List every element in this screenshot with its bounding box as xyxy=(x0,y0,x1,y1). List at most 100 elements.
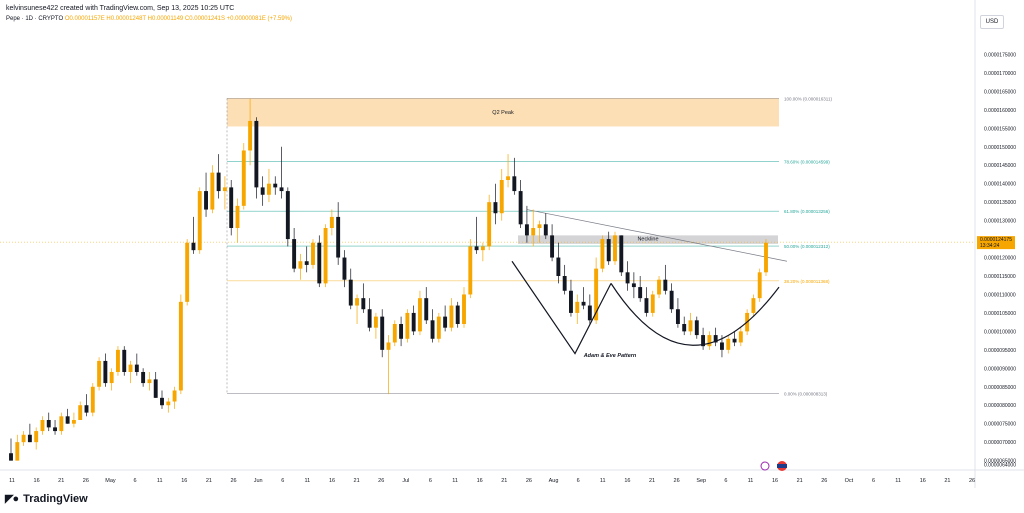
candle-body xyxy=(468,246,473,295)
candle xyxy=(134,353,139,376)
candle xyxy=(178,294,183,395)
candle-body xyxy=(518,191,523,225)
x-tick-label: 26 xyxy=(674,478,680,484)
x-tick-label: 21 xyxy=(649,478,655,484)
candle xyxy=(235,198,240,243)
fib-label: 0.00% (0.000008313) xyxy=(784,392,828,397)
candle-body xyxy=(248,120,253,151)
candle-body xyxy=(78,405,83,420)
candle-body xyxy=(455,305,460,324)
candle xyxy=(9,438,13,461)
x-tick-label: 6 xyxy=(724,478,727,484)
candle-body xyxy=(342,257,347,280)
candle-body xyxy=(424,298,429,321)
x-tick-label: 21 xyxy=(354,478,360,484)
candle xyxy=(348,268,353,310)
candle-body xyxy=(764,242,768,273)
candle xyxy=(707,331,712,350)
pattern-annotation: Adam & Eve Pattern xyxy=(583,353,637,359)
fib-label: 38.20% (0.000011368) xyxy=(784,279,830,284)
x-tick-label: 11 xyxy=(452,478,458,484)
candle-body xyxy=(178,301,183,391)
candle xyxy=(638,276,643,302)
y-tick-label: 0.0000065000 xyxy=(984,459,1016,465)
x-tick-label: Jul xyxy=(402,478,409,484)
candle-body xyxy=(361,298,366,310)
candle xyxy=(732,331,737,347)
candle xyxy=(273,176,278,195)
candle xyxy=(701,327,706,350)
y-tick-label: 0.0000140000 xyxy=(984,182,1016,188)
candle xyxy=(405,309,410,343)
candle xyxy=(367,298,372,332)
candle xyxy=(267,168,271,203)
candle-body xyxy=(304,261,309,265)
candle-body xyxy=(122,349,127,372)
candle xyxy=(751,294,756,317)
price-tag xyxy=(977,236,1015,250)
candle-body xyxy=(480,246,485,251)
candle xyxy=(738,327,743,347)
flag-stripe-icon xyxy=(777,464,787,468)
currency-button[interactable]: USD xyxy=(980,15,1004,29)
x-tick-label: 21 xyxy=(944,478,950,484)
x-tick-label: 26 xyxy=(526,478,532,484)
candle-body xyxy=(134,364,139,372)
candle-body xyxy=(160,397,164,406)
candle-body xyxy=(380,316,385,350)
candle xyxy=(329,209,334,236)
candle-body xyxy=(185,242,190,302)
candle xyxy=(254,117,259,199)
candle-body xyxy=(757,272,762,299)
candle xyxy=(65,408,70,424)
candle-body xyxy=(355,298,359,306)
candle-body xyxy=(499,180,504,214)
candle-body xyxy=(512,176,517,192)
y-tick-label: 0.0000110000 xyxy=(984,292,1016,298)
candle xyxy=(512,157,517,195)
candle xyxy=(443,305,448,332)
y-tick-label: 0.0000075000 xyxy=(984,422,1016,428)
y-tick-label: 0.0000165000 xyxy=(984,89,1016,95)
candle-body xyxy=(650,294,655,313)
candle-body xyxy=(285,191,290,240)
tv-logo-icon: ◤● xyxy=(5,493,19,505)
x-tick-label: 26 xyxy=(821,478,827,484)
x-tick-label: 16 xyxy=(477,478,483,484)
candle-body xyxy=(443,316,448,328)
candle-body xyxy=(524,224,529,236)
candle-body xyxy=(386,342,391,350)
y-tick-label: 0.0000120000 xyxy=(984,256,1016,262)
candle-body xyxy=(418,298,422,332)
candle-body xyxy=(40,420,45,432)
candle-body xyxy=(663,279,668,291)
candle xyxy=(292,228,297,273)
candle-body xyxy=(392,324,397,343)
candle-body xyxy=(116,349,120,372)
y-tick-label: 0.0000105000 xyxy=(984,311,1016,317)
candle xyxy=(430,309,435,343)
descending-trendline xyxy=(526,209,788,262)
candle-body xyxy=(506,176,510,180)
y-tick-label: 0.0000145000 xyxy=(984,163,1016,169)
tradingview-logo[interactable]: ◤● TradingView xyxy=(5,492,88,506)
candle xyxy=(657,276,661,299)
candle xyxy=(15,434,20,461)
x-tick-label: 11 xyxy=(9,478,15,484)
fib-label: 100.00% (0.000016311) xyxy=(784,96,832,101)
candle xyxy=(153,372,158,398)
fib-label: 50.00% (0.000012312) xyxy=(784,244,830,249)
candle xyxy=(380,309,385,358)
candle-body xyxy=(644,298,649,313)
eve-curve xyxy=(610,283,780,346)
candle-body xyxy=(411,312,416,332)
x-tick-label: May xyxy=(105,478,116,484)
candle xyxy=(619,235,624,276)
candle-body xyxy=(235,205,240,228)
x-tick-label: 6 xyxy=(429,478,432,484)
candle xyxy=(216,154,221,199)
neckline-zone xyxy=(518,235,778,244)
candle xyxy=(764,239,768,276)
symbol-name: Pepe · 1D · CRYPTO xyxy=(6,16,64,22)
